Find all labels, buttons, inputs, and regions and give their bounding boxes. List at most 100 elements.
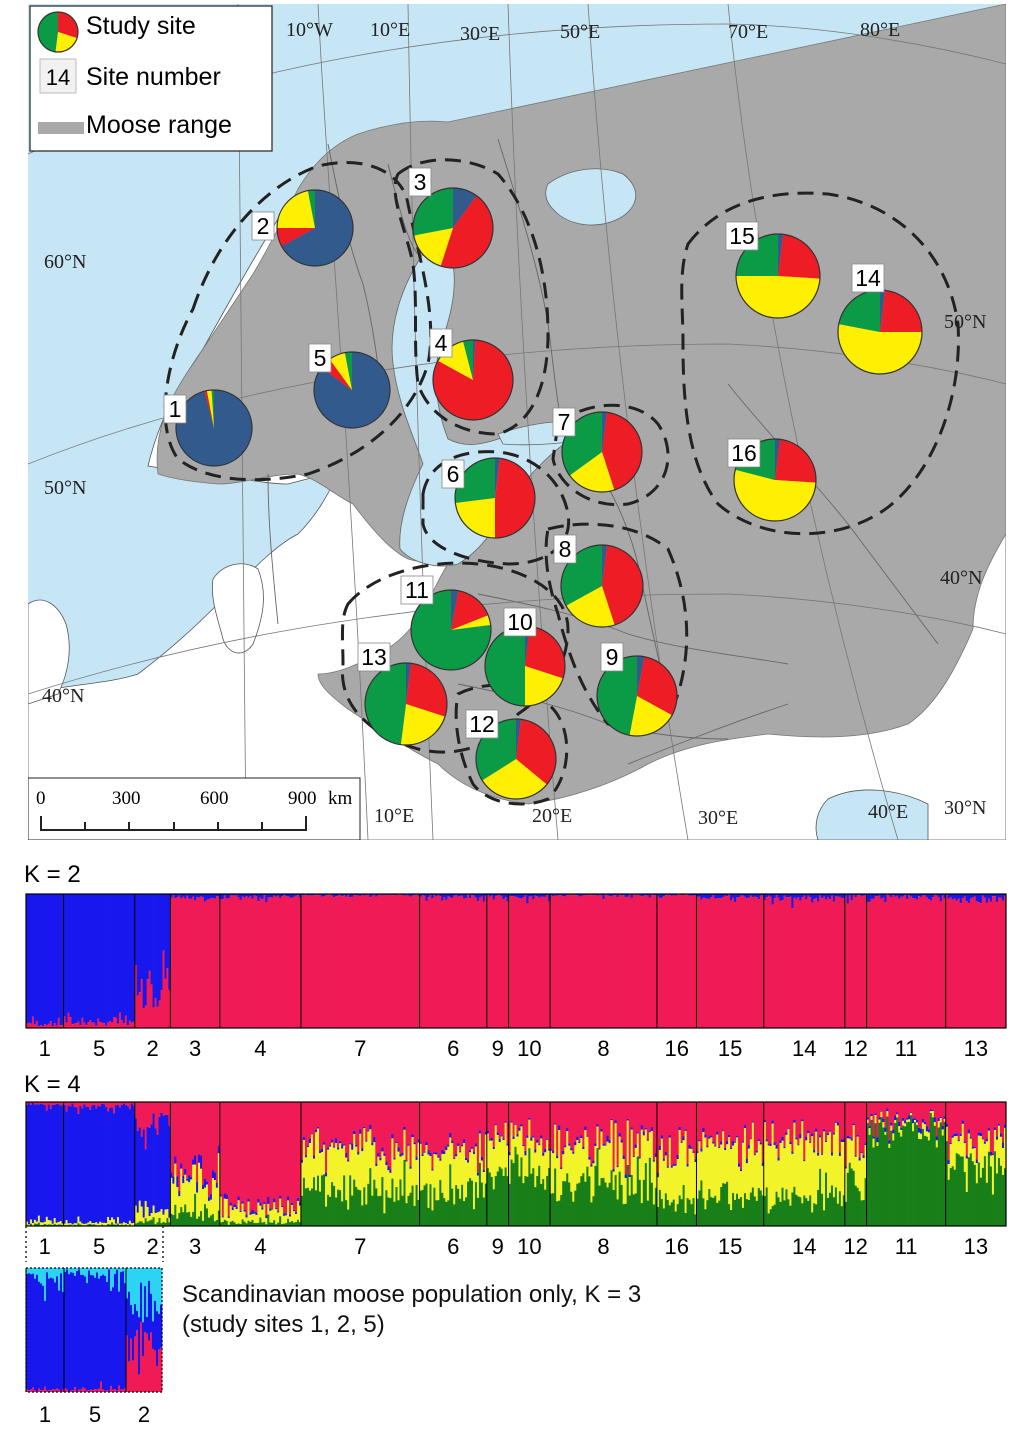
ancestry-bar-pink — [186, 1102, 189, 1179]
ancestry-bar-yellow — [596, 1126, 599, 1149]
k3-caption-line2: (study sites 1, 2, 5) — [182, 1311, 385, 1338]
ancestry-bar-pink — [959, 903, 963, 1028]
ancestry-bar-blue — [281, 894, 284, 897]
ancestry-bar-pink — [132, 1102, 136, 1106]
ancestry-bar-pink — [42, 1390, 45, 1392]
ancestry-bar-pink — [799, 900, 802, 1028]
ancestry-bar-blue — [87, 894, 90, 1023]
ancestry-bar-blue — [180, 1163, 183, 1169]
ancestry-bar-pink — [506, 901, 509, 1028]
ancestry-bar-green — [842, 1195, 846, 1226]
ancestry-bar-blue — [761, 894, 765, 896]
ancestry-bar-yellow — [361, 1151, 364, 1206]
ancestry-bar-green — [919, 1139, 923, 1226]
ancestry-bar-pink — [522, 1102, 525, 1145]
ancestry-bar-blue — [906, 894, 909, 900]
ancestry-bar-green — [838, 1191, 842, 1226]
site-number-box — [357, 642, 391, 672]
ancestry-bar-green — [79, 1224, 82, 1226]
ancestry-bar-yellow — [172, 1183, 175, 1215]
ancestry-bar-blue — [860, 894, 863, 896]
ancestry-bar-green — [124, 1224, 128, 1226]
ancestry-bar-blue — [162, 1116, 165, 1215]
ancestry-bar-blue — [437, 1155, 440, 1158]
ancestry-bar-pink — [116, 1102, 120, 1105]
ancestry-bar-yellow — [219, 1196, 223, 1223]
ancestry-bar-pink — [411, 895, 414, 1028]
ancestry-bar-green — [540, 1183, 543, 1226]
ancestry-bar-blue — [995, 894, 999, 903]
ancestry-bar-pink — [734, 902, 737, 1028]
ancestry-bar-pink — [31, 1016, 35, 1028]
ancestry-bar-pink — [124, 1015, 128, 1028]
ancestry-bar-green — [168, 1222, 171, 1226]
ancestry-bar-blue — [128, 1109, 132, 1221]
ancestry-bar-green — [333, 1185, 336, 1226]
ancestry-bar-green — [35, 1223, 39, 1226]
pie-slice-red — [778, 234, 820, 279]
ancestry-bar-yellow — [439, 1160, 442, 1180]
ancestry-bar-green — [33, 1223, 37, 1226]
ancestry-bar-blue — [298, 1202, 302, 1206]
ancestry-bar-blue — [827, 894, 830, 897]
ancestry-bar-pink — [797, 897, 800, 1028]
ancestry-bar-pink — [219, 1102, 223, 1195]
ancestry-bar-blue — [526, 894, 529, 904]
ancestry-bar-pink — [787, 897, 790, 1028]
ancestry-bar-pink — [618, 894, 621, 1028]
ancestry-bar-green — [823, 1210, 826, 1226]
ancestry-bar-blue — [484, 1131, 488, 1135]
ancestry-bar-blue — [504, 894, 507, 898]
ancestry-bar-green — [834, 1187, 838, 1226]
ancestry-bar-green — [162, 1221, 165, 1226]
ancestry-bar-pink — [574, 1102, 577, 1142]
ancestry-bar-pink — [275, 1102, 278, 1208]
ancestry-bar-pink — [686, 894, 689, 1028]
ancestry-bar-blue — [763, 1119, 767, 1123]
ancestry-bar-blue — [130, 1305, 133, 1339]
ancestry-bar-pink — [840, 1102, 844, 1140]
ancestry-bar-pink — [251, 898, 254, 1028]
ancestry-bar-green — [870, 1119, 873, 1226]
ancestry-bar-yellow — [465, 1160, 468, 1198]
ancestry-bar-blue — [453, 894, 456, 896]
ancestry-bar-pink — [957, 898, 961, 1028]
ancestry-bar-blue — [856, 1134, 860, 1137]
ancestry-bar-green — [327, 1194, 330, 1226]
ancestry-bar-pink — [239, 899, 242, 1028]
ancestry-bar-blue — [205, 894, 209, 900]
ancestry-bar-blue — [265, 1215, 268, 1219]
ancestry-bar-pink — [277, 1102, 280, 1212]
ancestry-bar-green — [257, 1222, 260, 1226]
ancestry-bar-blue — [217, 1145, 221, 1154]
ancestry-bar-green — [718, 1200, 721, 1226]
ancestry-bar-pink — [902, 896, 905, 1028]
ancestry-bar-green — [618, 1171, 621, 1226]
ancestry-bar-pink — [289, 897, 292, 1028]
ancestry-bar-pink — [801, 1102, 804, 1120]
ancestry-bar-blue — [931, 894, 935, 898]
ancestry-bar-blue — [68, 1274, 71, 1392]
ancestry-bar-green — [289, 1222, 292, 1226]
ancestry-bar-blue — [698, 1140, 701, 1142]
ancestry-bar-blue — [650, 1127, 654, 1131]
ancestry-bar-blue — [935, 894, 939, 896]
ancestry-bar-yellow — [29, 1219, 33, 1224]
ancestry-bar-blue — [805, 1136, 808, 1141]
ancestry-bar-yellow — [223, 1198, 227, 1220]
ancestry-bar-pink — [269, 897, 272, 1028]
ancestry-bar-pink — [640, 896, 644, 1028]
ancestry-bar-cyan — [144, 1268, 147, 1287]
ancestry-bar-blue — [53, 894, 57, 1024]
ancestry-bar-green — [314, 1190, 318, 1226]
ancestry-bar-pink — [638, 1102, 642, 1158]
ancestry-bar-pink — [490, 895, 494, 1028]
ancestry-bar-pink — [989, 901, 993, 1028]
ancestry-bar-blue — [65, 894, 68, 1023]
ancestry-bar-green — [291, 1221, 294, 1226]
ancestry-bar-blue — [57, 894, 60, 1018]
ancestry-bar-blue — [910, 1111, 913, 1113]
ancestry-bar-pink — [993, 1102, 997, 1128]
ancestry-bar-blue — [616, 894, 619, 898]
ancestry-bar-pink — [261, 899, 264, 1028]
